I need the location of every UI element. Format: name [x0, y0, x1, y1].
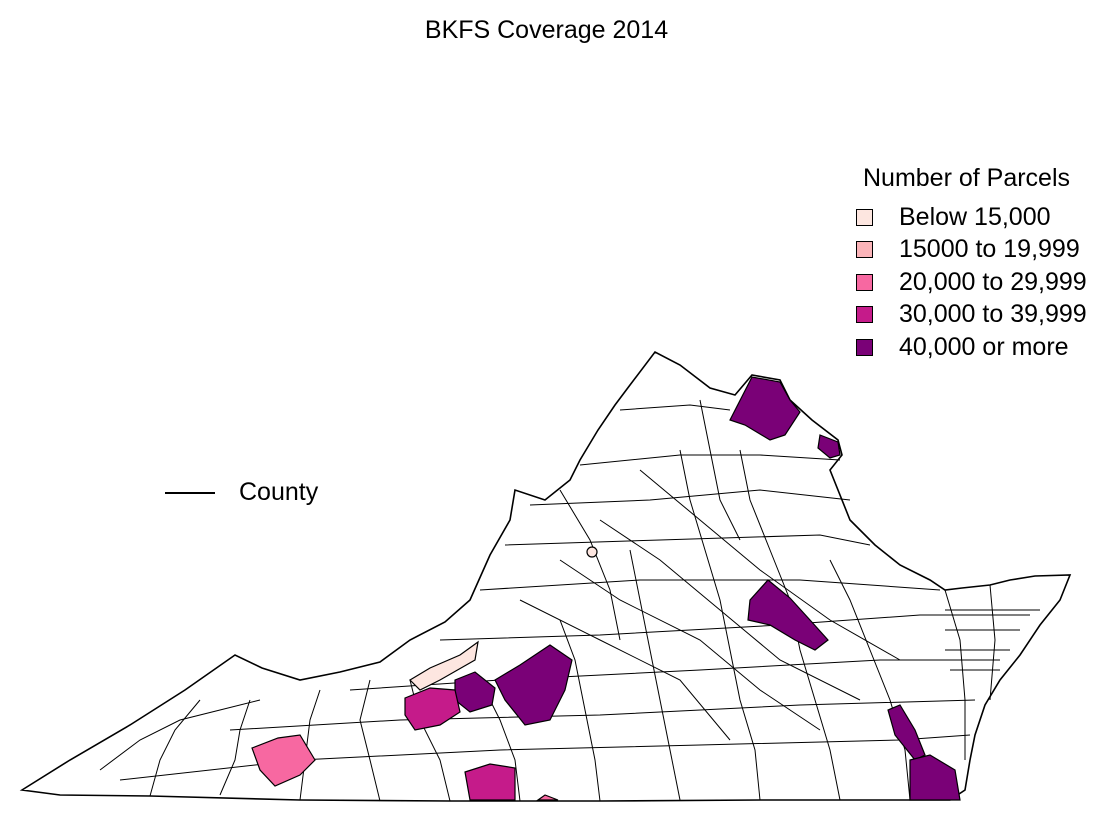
county-roanoke	[494, 644, 573, 726]
county-danville	[536, 794, 559, 801]
legend-swatch	[856, 273, 873, 291]
legend-title: Number of Parcels	[863, 164, 1071, 192]
county-washington	[251, 734, 316, 787]
legend-swatch	[856, 338, 873, 356]
legend-item: Below 15,000	[850, 201, 1105, 234]
legend-item: 40,000 or more	[850, 331, 1105, 364]
legend-swatch	[856, 241, 873, 259]
legend-item: 20,000 to 29,999	[850, 266, 1105, 299]
county-pittsylvania	[464, 763, 516, 801]
county-line-label: County	[239, 478, 319, 506]
legend-label: 30,000 to 39,999	[899, 300, 1087, 329]
county-chesapeake	[909, 754, 961, 801]
county-fairfax	[729, 376, 801, 441]
legend: Number of Parcels Below 15,000 15000 to …	[850, 164, 1105, 364]
county-henrico	[747, 579, 829, 651]
map-title: BKFS Coverage 2014	[424, 16, 669, 44]
state-outline	[19, 350, 1072, 802]
county-harrisonburg	[586, 546, 598, 558]
legend-swatch	[856, 208, 873, 226]
county-prince-william	[817, 434, 841, 459]
county-montgomery	[404, 687, 461, 731]
legend-label: Below 15,000	[899, 202, 1051, 231]
county-rockbridge	[409, 640, 479, 691]
legend-label: 20,000 to 29,999	[899, 267, 1087, 296]
legend-item: 15000 to 19,999	[850, 234, 1105, 267]
legend-label: 40,000 or more	[899, 332, 1069, 361]
legend-item: 30,000 to 39,999	[850, 299, 1105, 332]
county-line-key: County	[165, 478, 318, 507]
county-line-sample	[165, 491, 215, 494]
legend-swatch	[856, 306, 873, 324]
shaded-counties	[251, 376, 961, 801]
county-chesapeake-north	[887, 704, 926, 761]
legend-label: 15000 to 19,999	[899, 235, 1080, 264]
